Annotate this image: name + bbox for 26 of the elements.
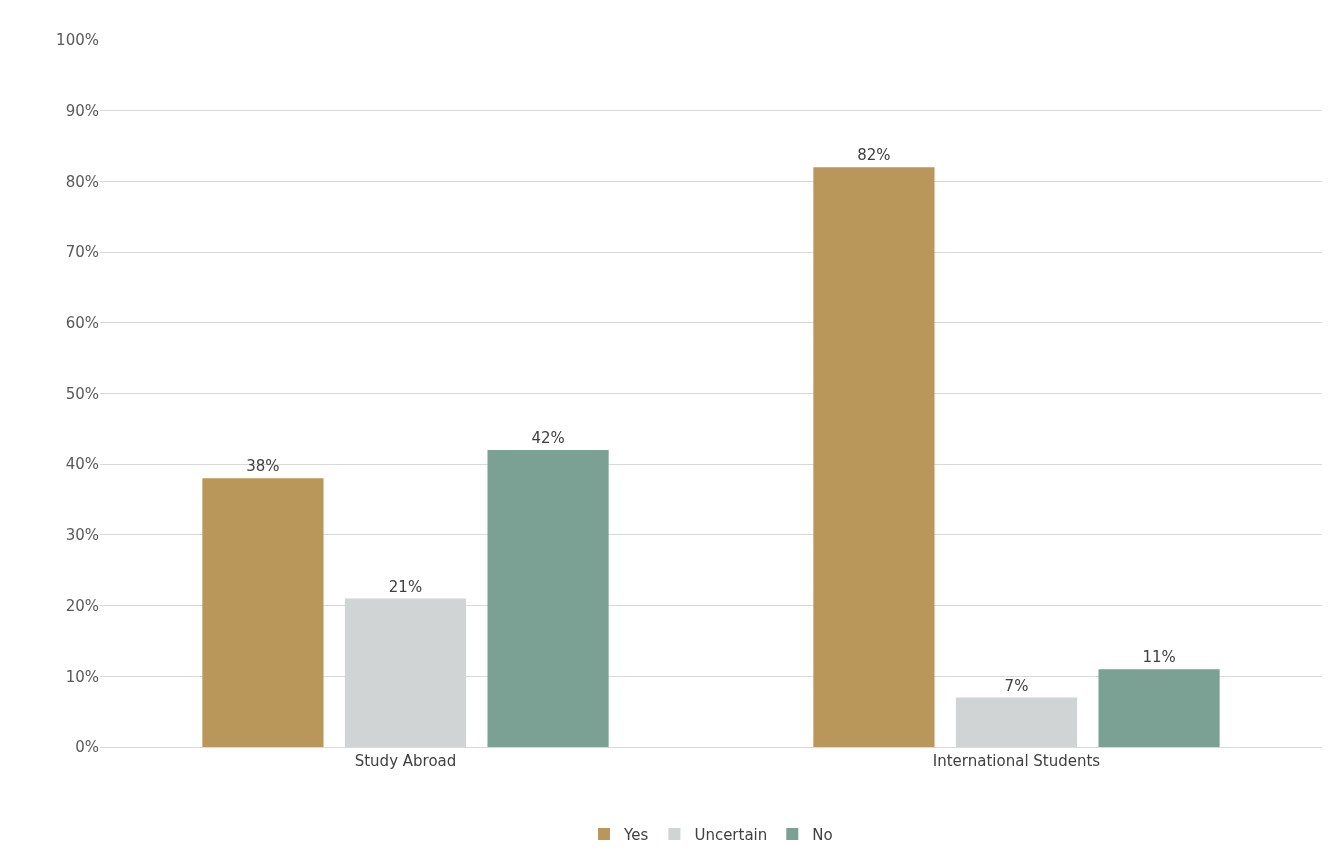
data-label: 38% [246,457,280,476]
x-tick-label: Study Abroad [354,752,457,770]
data-label: 7% [1004,676,1029,695]
y-tick-label: 40% [65,455,99,474]
y-tick-label: 0% [75,738,99,757]
y-tick-label: 70% [65,243,99,262]
data-label: 42% [531,429,565,448]
y-tick-label: 20% [65,596,99,615]
y-tick-label: 30% [65,526,99,545]
x-tick-label: International Students [932,752,1101,770]
y-tick-label: 80% [65,172,99,191]
bar [202,478,324,747]
data-label: 11% [1142,648,1176,667]
y-tick-label: 90% [65,101,99,120]
y-tick-label: 100% [56,31,99,50]
y-tick-label: 10% [65,667,99,686]
legend-label: No [812,825,833,844]
bar [813,167,935,747]
bar [487,450,609,747]
legend-label: Yes [623,825,649,844]
legend-label: Uncertain [694,825,768,844]
data-label: 21% [388,577,423,596]
bar [1098,669,1220,747]
data-label: 82% [857,146,891,165]
y-tick-label: 60% [65,314,99,333]
y-tick-label: 50% [65,384,99,403]
